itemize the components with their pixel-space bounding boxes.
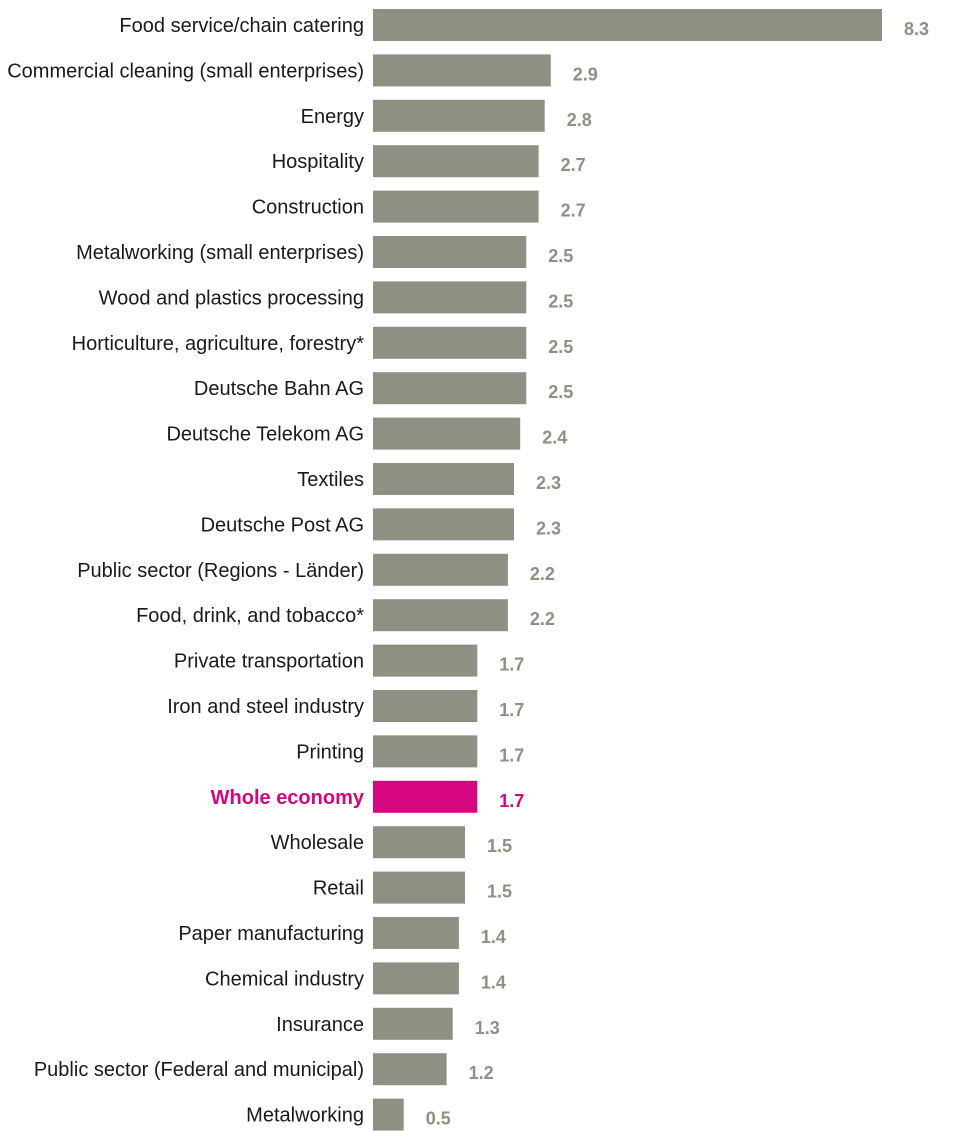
bar bbox=[373, 735, 478, 768]
bar bbox=[373, 463, 514, 495]
bar bbox=[373, 508, 514, 541]
bar bbox=[373, 54, 551, 87]
category-labels-group: Food service/chain catering Commercial cl… bbox=[7, 15, 365, 1127]
category-label: Insurance bbox=[276, 1014, 364, 1036]
bar bbox=[373, 871, 465, 904]
category-label: Iron and steel industry bbox=[167, 696, 364, 718]
bar bbox=[373, 145, 539, 178]
value-label: 2.7 bbox=[561, 155, 586, 175]
bar bbox=[373, 644, 478, 677]
bar bbox=[373, 236, 527, 268]
bar bbox=[373, 1007, 453, 1040]
category-label: Food, drink, and tobacco* bbox=[136, 605, 364, 627]
category-label: Metalworking bbox=[246, 1105, 364, 1127]
value-label: 2.9 bbox=[573, 64, 598, 84]
value-label: 1.7 bbox=[499, 700, 524, 720]
category-label: Deutsche Telekom AG bbox=[166, 424, 364, 446]
value-label: 1.5 bbox=[487, 836, 512, 856]
bar bbox=[373, 599, 508, 632]
bar bbox=[373, 326, 527, 359]
value-label: 1.4 bbox=[481, 927, 506, 947]
category-label: Public sector (Regions - Länder) bbox=[77, 560, 364, 582]
value-label: 2.4 bbox=[542, 428, 567, 448]
category-label: Construction bbox=[252, 197, 364, 219]
value-label: 1.7 bbox=[499, 745, 524, 765]
value-label: 2.5 bbox=[548, 382, 573, 402]
bar bbox=[373, 1098, 404, 1131]
value-label: 2.3 bbox=[536, 518, 561, 538]
category-label: Food service/chain catering bbox=[119, 15, 364, 37]
bar bbox=[373, 190, 539, 223]
category-label: Chemical industry bbox=[205, 968, 364, 990]
bar bbox=[373, 962, 459, 995]
category-label: Deutsche Bahn AG bbox=[194, 378, 364, 400]
bar bbox=[373, 826, 465, 859]
category-label: Whole economy bbox=[211, 787, 365, 809]
value-label: 1.3 bbox=[475, 1018, 500, 1038]
value-label: 1.7 bbox=[499, 655, 524, 675]
value-label: 2.3 bbox=[536, 473, 561, 493]
value-label: 8.3 bbox=[904, 19, 929, 39]
value-label: 1.7 bbox=[499, 791, 524, 811]
value-label: 2.5 bbox=[548, 291, 573, 311]
value-label: 1.4 bbox=[481, 972, 506, 992]
category-label: Textiles bbox=[297, 469, 364, 491]
value-labels-group: 8.3 2.9 2.8 2.7 2.7 2.5 2.5 2.5 2.5 2.4 2.3 2.3 2.2 2… bbox=[426, 19, 929, 1129]
category-label: Public sector (Federal and municipal) bbox=[34, 1059, 364, 1081]
bar bbox=[373, 690, 478, 722]
category-label: Deutsche Post AG bbox=[201, 514, 364, 536]
bar bbox=[373, 780, 478, 813]
value-label: 2.7 bbox=[561, 201, 586, 221]
value-label: 1.2 bbox=[469, 1063, 494, 1083]
value-label: 2.8 bbox=[567, 110, 592, 130]
bar bbox=[373, 1053, 447, 1086]
category-label: Hospitality bbox=[272, 151, 364, 173]
value-label: 2.2 bbox=[530, 564, 555, 584]
bars-group bbox=[373, 9, 882, 1131]
category-label: Wholesale bbox=[271, 832, 364, 854]
value-label: 0.5 bbox=[426, 1109, 451, 1129]
bar bbox=[373, 553, 508, 586]
category-label: Commercial cleaning (small enterprises) bbox=[7, 60, 364, 82]
bar bbox=[373, 417, 521, 450]
bar bbox=[373, 9, 882, 41]
category-label: Metalworking (small enterprises) bbox=[76, 242, 364, 264]
category-label: Energy bbox=[301, 106, 364, 128]
value-label: 2.2 bbox=[530, 609, 555, 629]
bar bbox=[373, 917, 459, 949]
bar bbox=[373, 372, 527, 405]
category-label: Private transportation bbox=[174, 651, 364, 673]
value-label: 2.5 bbox=[548, 246, 573, 266]
value-label: 2.5 bbox=[548, 337, 573, 357]
category-label: Wood and plastics processing bbox=[99, 287, 364, 309]
category-label: Paper manufacturing bbox=[178, 923, 364, 945]
category-label: Printing bbox=[296, 741, 364, 763]
category-label: Retail bbox=[313, 878, 364, 900]
category-label: Horticulture, agriculture, forestry* bbox=[72, 333, 365, 355]
bar bbox=[373, 99, 545, 132]
bar bbox=[373, 281, 527, 314]
value-label: 1.5 bbox=[487, 882, 512, 902]
